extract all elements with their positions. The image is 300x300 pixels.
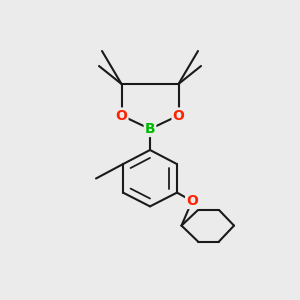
Text: O: O — [172, 109, 184, 122]
Text: B: B — [145, 122, 155, 136]
Text: O: O — [186, 194, 198, 208]
Text: O: O — [116, 109, 128, 122]
